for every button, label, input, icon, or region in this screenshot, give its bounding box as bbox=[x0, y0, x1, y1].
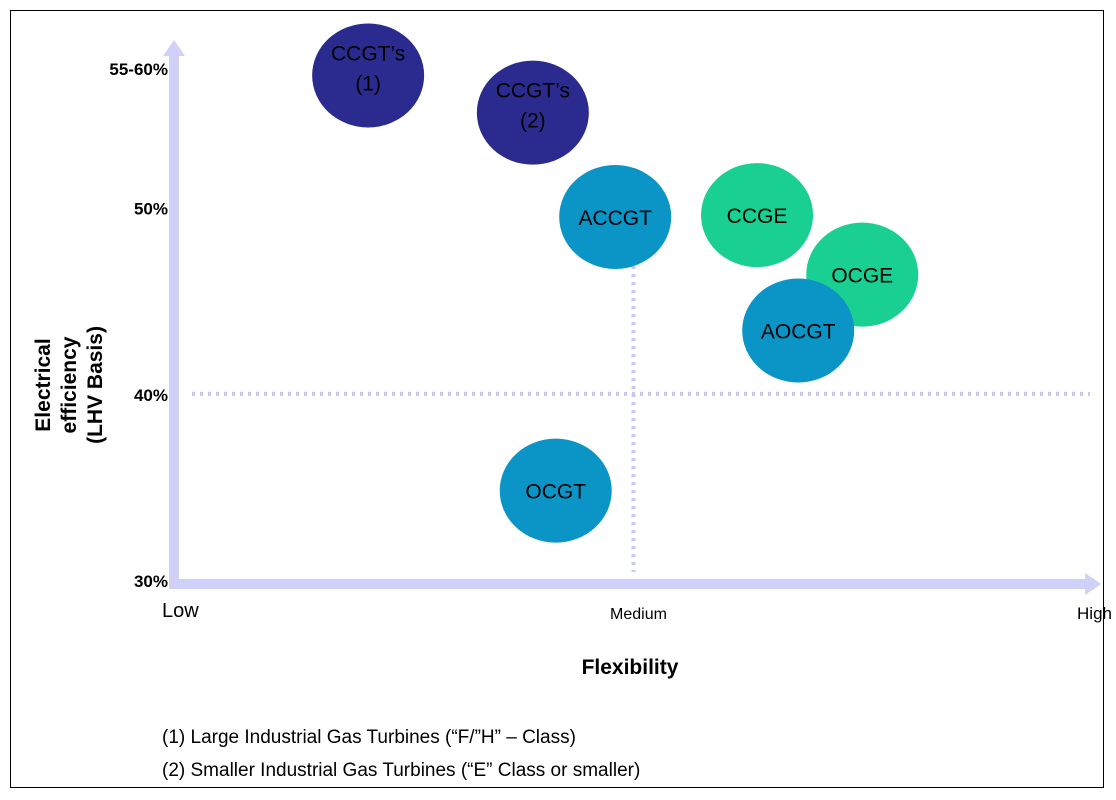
x-axis-arrow bbox=[1085, 573, 1101, 595]
x-axis-line bbox=[169, 579, 1087, 589]
y-tick-label: 50% bbox=[134, 200, 168, 219]
bubble-aocgt bbox=[742, 278, 855, 383]
y-axis-arrow bbox=[163, 40, 185, 56]
bubble-label: CCGE bbox=[727, 205, 788, 228]
bubble-accgt bbox=[559, 164, 672, 269]
x-tick-label: High bbox=[1077, 604, 1112, 623]
y-axis-title: Electrical efficiency (LHV Basis) bbox=[32, 326, 107, 444]
bubble-ocgt bbox=[499, 438, 612, 543]
y-axis-title-line: (LHV Basis) bbox=[84, 326, 107, 444]
y-axis-title-line: Electrical bbox=[32, 338, 55, 431]
footnote-1: (1) Large Industrial Gas Turbines (“F/”H… bbox=[162, 727, 576, 748]
bubble-label: OCGE bbox=[831, 265, 893, 288]
bubble-label: CCGT’s bbox=[331, 42, 405, 65]
bubble-label: OCGT bbox=[525, 481, 586, 504]
footnote-2: (2) Smaller Industrial Gas Turbines (“E”… bbox=[162, 760, 641, 781]
y-tick-label: 40% bbox=[134, 386, 168, 405]
y-tick-label: 30% bbox=[134, 572, 168, 591]
bubble-label: (1) bbox=[355, 72, 381, 95]
x-tick-label: Low bbox=[162, 600, 199, 622]
y-tick-label: 55-60% bbox=[109, 60, 168, 79]
x-axis-title: Flexibility bbox=[582, 656, 679, 679]
y-axis-line bbox=[169, 52, 179, 588]
bubble-label: ACCGT bbox=[578, 207, 652, 230]
bubble-label: (2) bbox=[520, 110, 546, 133]
y-axis-title-line: efficiency bbox=[58, 336, 81, 433]
bubble-ccge bbox=[701, 163, 814, 268]
x-tick-label: Medium bbox=[610, 606, 667, 623]
bubble-ccgts1 bbox=[312, 23, 425, 128]
bubble-label: CCGT’s bbox=[496, 80, 570, 103]
bubble-label: AOCGT bbox=[761, 321, 836, 344]
bubble-ccgts2 bbox=[476, 60, 589, 165]
